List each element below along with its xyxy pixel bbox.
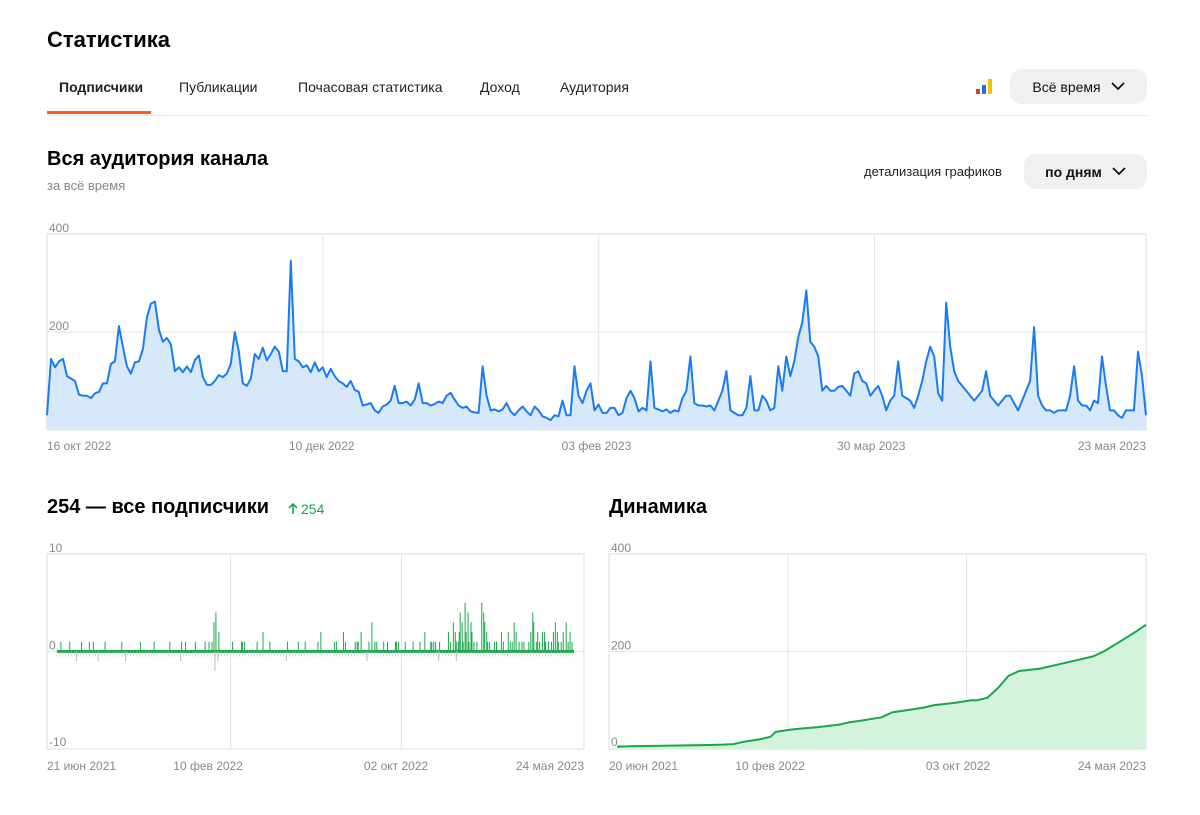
page-title: Статистика [47, 27, 170, 52]
series-line [46, 259, 1147, 422]
arrow-up-icon [288, 503, 298, 514]
daily-subscribers-chart: 10 0 -10 21 июн 2021 10 фев 2022 02 окт 2022 2… [46, 541, 585, 773]
series-line [616, 623, 1147, 748]
subscribers-delta-value: 254 [301, 501, 325, 517]
audience-title: Вся аудитория канала [47, 148, 269, 170]
series-area [47, 260, 1146, 430]
active-tab-indicator [47, 111, 151, 114]
chevron-down-icon [1112, 167, 1126, 176]
x-tick-label: 30 мар 2023 [837, 439, 906, 453]
dynamics-chart: 400 200 0 20 июн 2021 10 фев 2022 03 окт 2022… [608, 541, 1147, 773]
tab-bar: Подписчики Публикации Почасовая статисти… [47, 70, 1147, 116]
subscribers-delta: 254 [288, 501, 324, 517]
tab-subscribers[interactable]: Подписчики [59, 79, 144, 95]
y-tick-label: -10 [49, 735, 67, 749]
x-tick-label: 10 фев 2022 [735, 759, 805, 773]
period-select-label: Всё время [1032, 78, 1101, 95]
x-tick-label: 10 дек 2022 [289, 439, 355, 453]
x-tick-label: 02 окт 2022 [364, 759, 429, 773]
series-area [617, 624, 1146, 749]
x-tick-label: 03 фев 2023 [562, 439, 632, 453]
tab-audience[interactable]: Аудитория [560, 79, 629, 95]
y-tick-label: 0 [611, 735, 618, 749]
tab-publications[interactable]: Публикации [179, 79, 258, 95]
y-tick-label: 400 [49, 221, 69, 235]
detail-select-label: по дням [1045, 163, 1102, 180]
x-tick-label: 16 окт 2022 [47, 439, 112, 453]
y-tick-label: 200 [611, 639, 631, 653]
y-tick-label: 10 [49, 541, 63, 555]
period-select[interactable]: Всё время [1010, 69, 1147, 104]
x-tick-label: 24 мая 2023 [516, 759, 584, 773]
tab-hourly-stats[interactable]: Почасовая статистика [298, 79, 443, 95]
detail-select[interactable]: по дням [1024, 154, 1147, 189]
chevron-down-icon [1110, 82, 1125, 91]
x-tick-label: 10 фев 2022 [173, 759, 243, 773]
x-tick-label: 03 окт 2022 [926, 759, 991, 773]
x-tick-label: 24 мая 2023 [1078, 759, 1146, 773]
tab-income[interactable]: Доход [480, 79, 520, 95]
audience-subtitle: за всё время [47, 178, 126, 193]
detail-label: детализация графиков [864, 164, 1002, 179]
y-tick-label: 200 [49, 319, 69, 333]
x-tick-label: 23 мая 2023 [1078, 439, 1146, 453]
x-tick-label: 20 июн 2021 [609, 759, 678, 773]
bar-chart-icon[interactable] [976, 79, 992, 94]
x-tick-label: 21 июн 2021 [47, 759, 116, 773]
subscribers-title: 254 — все подписчики [47, 496, 270, 518]
y-tick-label: 0 [49, 639, 56, 653]
y-tick-label: 400 [611, 541, 631, 555]
dynamics-title: Динамика [609, 496, 707, 518]
